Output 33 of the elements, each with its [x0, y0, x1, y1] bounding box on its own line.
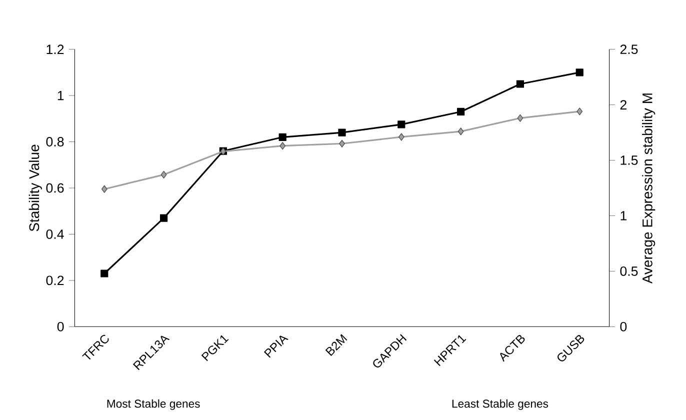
point — [458, 128, 464, 136]
y2-tick-label: 2.5 — [620, 44, 638, 54]
y-tick-label: 0.8 — [46, 137, 64, 146]
point — [457, 108, 465, 116]
y-tick-label: 0.2 — [46, 276, 64, 286]
point — [101, 185, 108, 193]
y2-tick-label: 1.5 — [620, 156, 638, 165]
y-tick-label: 0.6 — [46, 183, 64, 193]
y2-tick-label: 2 — [620, 100, 626, 110]
point — [338, 128, 346, 136]
y-tick-label: 1 — [58, 90, 64, 100]
y-tick-label: 0 — [57, 322, 64, 332]
y-axis-title: Stability Value — [28, 144, 42, 232]
point — [398, 120, 406, 128]
point — [517, 114, 524, 122]
text: Least Stable genes — [452, 399, 548, 410]
y2-tick-label: 0.5 — [620, 266, 638, 276]
point — [100, 270, 108, 278]
y-tick-label: 1.2 — [46, 44, 64, 54]
point — [398, 133, 404, 141]
y-tick-label: 0.4 — [46, 229, 64, 239]
y2-axis-title: Average Expression stability M — [642, 94, 656, 284]
point — [280, 142, 286, 150]
text: Most Stable genes — [107, 399, 200, 410]
point — [576, 108, 583, 116]
y2-tick-label: 0 — [620, 322, 627, 332]
point — [278, 133, 286, 141]
point — [160, 170, 167, 178]
point — [516, 80, 524, 88]
point — [160, 214, 168, 222]
point — [576, 68, 584, 76]
y2-tick-label: 1 — [620, 211, 626, 220]
point — [339, 140, 345, 148]
